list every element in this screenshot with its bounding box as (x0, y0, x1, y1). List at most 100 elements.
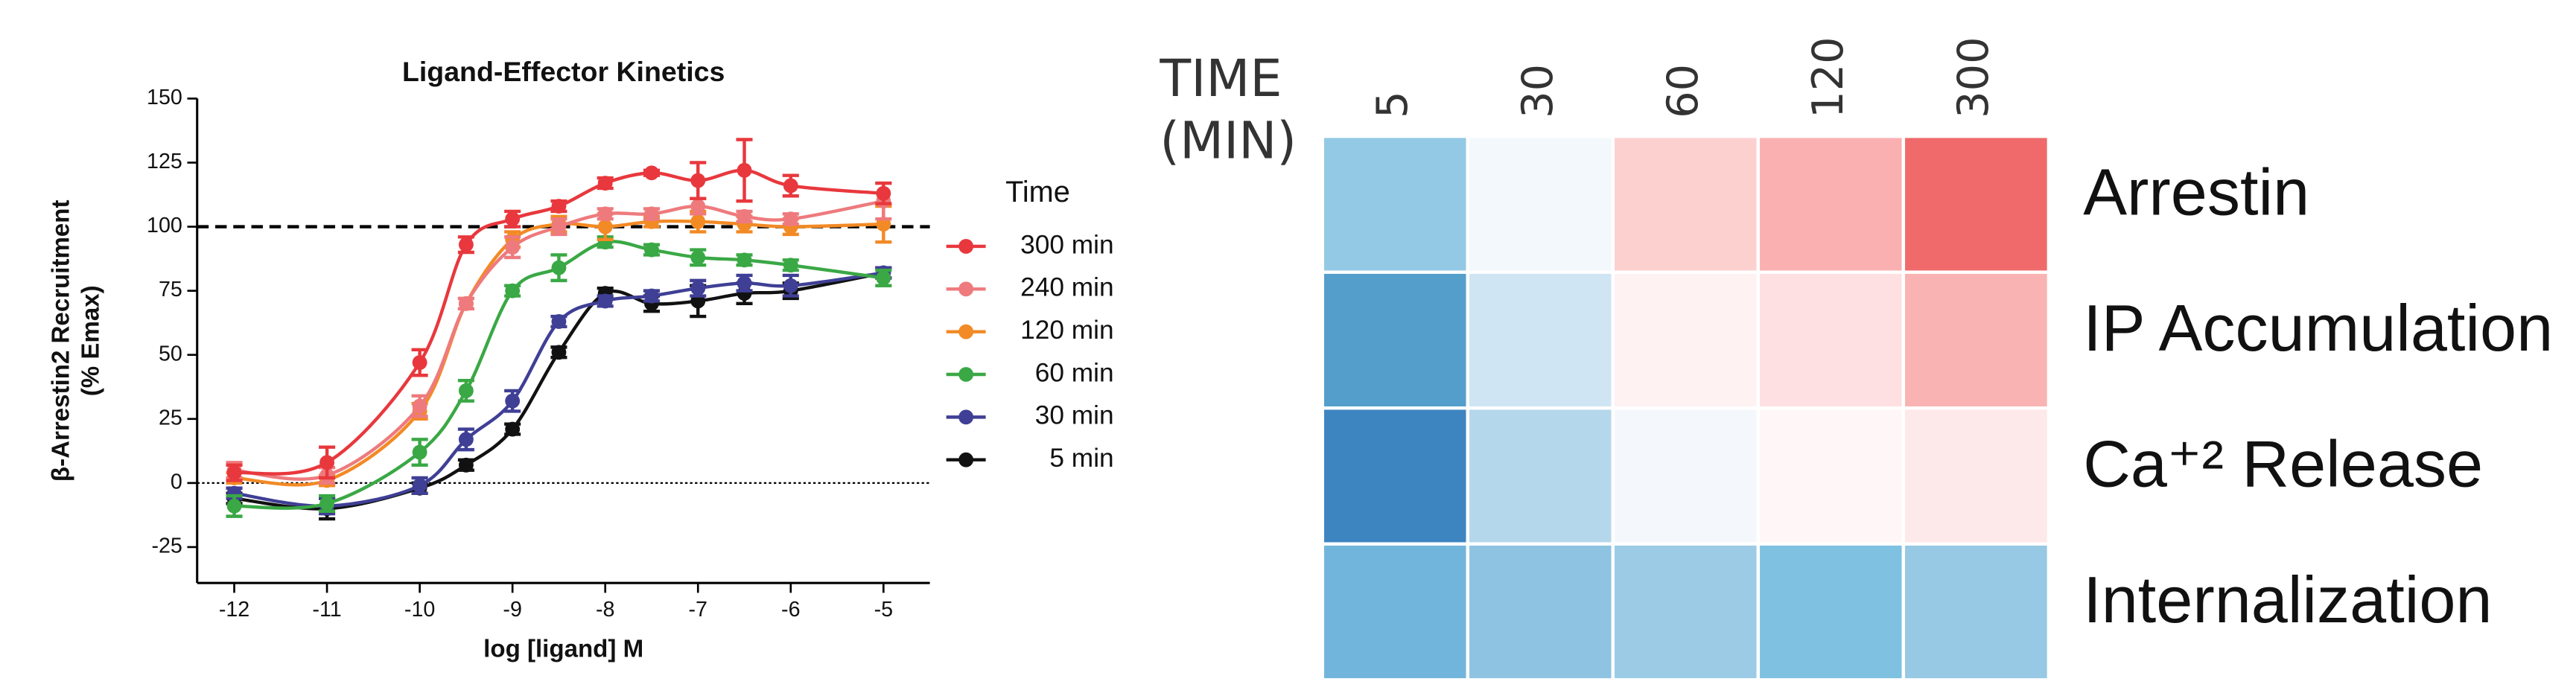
data-point (644, 242, 659, 258)
heatmap-cell (1466, 406, 1615, 546)
data-point (551, 260, 567, 275)
legend-label: 5 min (1049, 444, 1113, 473)
data-point (783, 258, 798, 273)
data-point (783, 178, 798, 194)
heatmap-cell (1466, 134, 1615, 274)
data-point (458, 296, 474, 311)
data-point (551, 219, 567, 234)
column-label: 30 (1513, 64, 1562, 118)
x-tick-label: -7 (688, 598, 707, 622)
data-point (690, 249, 706, 265)
data-point (505, 211, 521, 227)
heatmap-cell (1320, 270, 1470, 410)
legend-label: 240 min (1020, 273, 1114, 302)
x-tick-label: -9 (503, 598, 521, 622)
data-point (737, 162, 752, 178)
y-tick-label: -25 (151, 534, 182, 558)
heatmap-cell (1901, 270, 2051, 410)
heatmap-cell (1611, 134, 1761, 274)
heatmap-cell (1320, 542, 1470, 682)
data-point (737, 208, 752, 224)
data-point (458, 383, 474, 398)
data-point (783, 278, 798, 293)
x-tick-label: -12 (219, 598, 249, 622)
data-point (319, 455, 335, 470)
row-label: Internalization (2083, 563, 2492, 636)
row-label: IP Accumulation (2083, 291, 2553, 365)
data-point (876, 185, 891, 201)
legend-marker (958, 409, 974, 425)
data-point (597, 176, 613, 191)
data-point (458, 457, 474, 473)
data-point (226, 465, 242, 481)
legend-label: 120 min (1020, 316, 1114, 345)
heatmap-cell (1466, 270, 1615, 410)
row-label: Ca⁺² Release (2083, 427, 2483, 501)
heatmap-cell (1611, 406, 1761, 546)
column-label: 300 (1948, 36, 1998, 118)
heatmap-cell (1756, 134, 1906, 274)
data-point (644, 206, 659, 222)
data-point (876, 270, 891, 286)
data-point (551, 314, 567, 329)
heatmap-cell (1756, 270, 1906, 410)
x-tick-label: -8 (596, 598, 614, 622)
data-point (505, 283, 521, 298)
x-tick-label: -11 (312, 598, 341, 622)
legend-label: 60 min (1035, 358, 1114, 387)
y-tick-label: 0 (171, 470, 182, 494)
data-point (551, 199, 567, 214)
heatmap-cell (1320, 406, 1470, 546)
y-tick-label: 125 (147, 150, 182, 173)
data-point (412, 444, 427, 460)
data-point (458, 432, 474, 447)
heatmap-cell (1611, 270, 1761, 410)
chart-title: Ligand-Effector Kinetics (402, 56, 725, 87)
legend-marker (958, 324, 974, 339)
y-tick-label: 50 (159, 342, 182, 365)
header-label: (MIN) (1160, 112, 1297, 171)
legend-marker (958, 367, 974, 382)
row-label: Arrestin (2083, 156, 2309, 229)
legend-marker (958, 452, 974, 467)
heatmap-cell (1756, 542, 1906, 682)
y-axis-label: β-Arrestin2 Recruitment (48, 199, 75, 482)
x-tick-label: -10 (404, 598, 435, 622)
heatmap-cell (1901, 542, 2051, 682)
legend-marker (958, 281, 974, 297)
data-point (644, 288, 659, 304)
column-label: 120 (1803, 36, 1853, 118)
header-label: TIME (1159, 50, 1282, 109)
legend-marker (958, 239, 974, 254)
x-tick-label: -5 (874, 598, 893, 622)
data-point (644, 165, 659, 181)
heatmap-cell (1901, 406, 2051, 546)
legend-title: Time (1005, 176, 1070, 208)
x-axis-label: log [ligand] M (483, 635, 643, 662)
data-point (412, 355, 427, 370)
data-point (597, 206, 613, 222)
y-tick-label: 150 (147, 86, 182, 109)
legend-label: 300 min (1020, 230, 1114, 259)
y-tick-label: 75 (159, 278, 182, 301)
x-tick-label: -6 (781, 598, 800, 622)
data-point (226, 498, 242, 514)
data-point (737, 275, 752, 291)
data-point (319, 496, 335, 511)
y-tick-label: 100 (147, 214, 182, 237)
y-axis-label: (% Emax) (77, 285, 104, 396)
legend-label: 30 min (1035, 401, 1114, 430)
heatmap-cell (1320, 134, 1470, 274)
data-point (690, 173, 706, 188)
data-point (505, 240, 521, 255)
y-tick-label: 25 (159, 406, 182, 429)
data-point (458, 237, 474, 252)
data-point (412, 478, 427, 494)
heatmap-cell (1611, 542, 1761, 682)
data-point (597, 293, 613, 309)
heatmap-cell (1466, 542, 1615, 682)
column-label: 5 (1367, 91, 1417, 118)
data-point (690, 199, 706, 214)
column-label: 60 (1658, 64, 1708, 118)
